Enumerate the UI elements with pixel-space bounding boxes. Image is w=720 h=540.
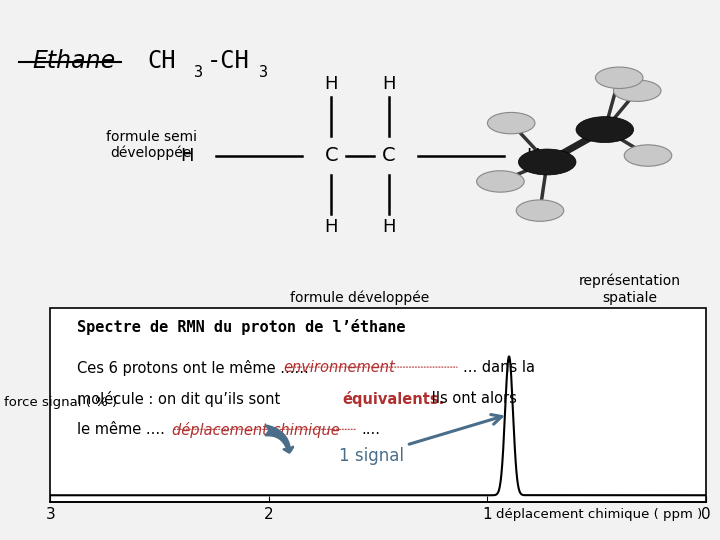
Text: force signal ( % ): force signal ( % ) — [4, 396, 117, 409]
Text: Spectre de RMN du proton de l’éthane: Spectre de RMN du proton de l’éthane — [76, 320, 405, 335]
Text: ... dans la: ... dans la — [463, 360, 535, 375]
Text: formule semi
développée: formule semi développée — [106, 130, 197, 160]
Circle shape — [487, 112, 535, 134]
Text: H: H — [325, 75, 338, 93]
Text: H: H — [526, 146, 539, 165]
Text: Ils ont alors: Ils ont alors — [427, 392, 517, 407]
Circle shape — [576, 117, 634, 143]
Text: H: H — [325, 218, 338, 236]
Text: déplacement chimique ( ppm ): déplacement chimique ( ppm ) — [496, 508, 702, 521]
Text: C: C — [382, 146, 395, 165]
Text: 1 signal: 1 signal — [338, 415, 502, 464]
Text: équivalents.: équivalents. — [342, 392, 444, 407]
Text: environnement: environnement — [283, 360, 395, 375]
Text: H: H — [181, 146, 194, 165]
Text: Ethane: Ethane — [32, 49, 115, 72]
Circle shape — [624, 145, 672, 166]
Text: CH: CH — [148, 49, 176, 72]
Text: 3: 3 — [259, 65, 269, 80]
Text: H: H — [382, 218, 395, 236]
Text: H: H — [382, 75, 395, 93]
Circle shape — [518, 149, 576, 175]
Text: déplacement chimique: déplacement chimique — [171, 422, 339, 438]
Text: représentation
spatiale: représentation spatiale — [579, 274, 681, 305]
Circle shape — [613, 80, 661, 102]
Circle shape — [516, 200, 564, 221]
Text: Ces 6 protons ont le même ......: Ces 6 protons ont le même ...... — [76, 360, 308, 376]
Circle shape — [477, 171, 524, 192]
Text: ....: .... — [361, 422, 381, 437]
Text: le même ....: le même .... — [76, 422, 164, 437]
Text: C: C — [325, 146, 338, 165]
Text: formule développée: formule développée — [290, 290, 430, 305]
Text: 3: 3 — [194, 65, 204, 80]
Circle shape — [595, 67, 643, 89]
Text: molécule : on dit qu’ils sont: molécule : on dit qu’ils sont — [76, 392, 284, 407]
Text: -CH: -CH — [207, 49, 250, 72]
